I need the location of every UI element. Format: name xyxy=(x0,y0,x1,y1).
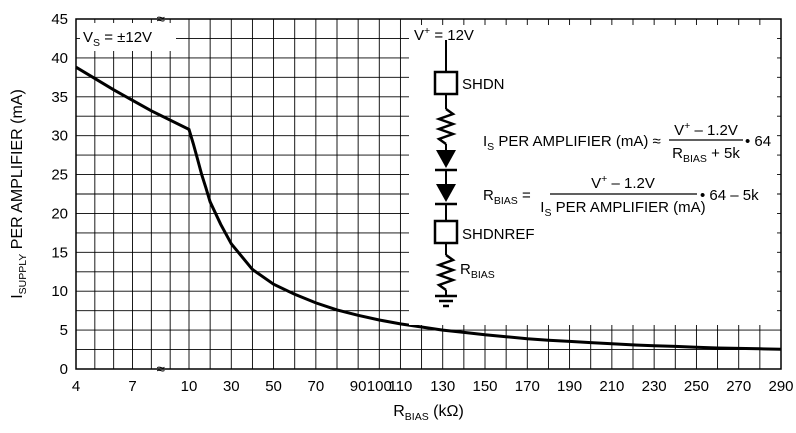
y-tick-label: 45 xyxy=(51,11,68,28)
x-tick-label: 230 xyxy=(642,378,667,395)
eq1-lhs: IS PER AMPLIFIER (mA) ≈ xyxy=(483,133,661,153)
supply-voltage-label: VS = ±12V xyxy=(83,29,152,49)
y-tick-label: 25 xyxy=(51,167,68,184)
diode-icon xyxy=(436,184,456,202)
bias-schematic-inset: V+ = 12V SHDN SHDNREF RBIAS IS PER AMPLI… xyxy=(409,25,777,325)
y-tick-label: 0 xyxy=(60,361,68,378)
supply-current-curve xyxy=(75,65,782,351)
x-tick-label: 50 xyxy=(265,378,282,395)
x-tick-label: 10 xyxy=(181,378,198,395)
supply-current-equation: IS PER AMPLIFIER (mA) ≈ V+ – 1.2V RBIAS … xyxy=(483,120,771,165)
vs-label-background xyxy=(80,23,176,51)
x-tick-label: 100 xyxy=(367,378,392,395)
diode-icon xyxy=(436,150,456,168)
x-tick-label: 4 xyxy=(72,378,80,395)
x-tick-label: 290 xyxy=(768,378,793,395)
resistor-icon xyxy=(435,253,457,292)
x-tick-label: 110 xyxy=(388,378,412,395)
axis-break-marks: ≈≈ xyxy=(154,11,167,378)
vplus-label: V+ = 12V xyxy=(414,25,474,44)
x-tick-label: 7 xyxy=(128,378,136,395)
x-tick-label: 150 xyxy=(472,378,497,395)
bias-schematic xyxy=(433,40,459,308)
eq2-multiplier: • 64 – 5k xyxy=(700,187,759,204)
y-tick-label: 40 xyxy=(51,50,68,67)
rbias-equation: RBIAS = V+ – 1.2V IS PER AMPLIFIER (mA) … xyxy=(483,173,759,219)
eq2-denominator: IS PER AMPLIFIER (mA) xyxy=(540,199,705,219)
y-tick-label: 35 xyxy=(51,89,68,106)
shdnref-pin-box xyxy=(433,219,459,245)
y-axis-label: ISUPPLY PER AMPLIFIER (mA) xyxy=(9,89,29,299)
y-tick-label: 20 xyxy=(51,205,68,222)
x-tick-label: 250 xyxy=(684,378,709,395)
x-tick-label: 210 xyxy=(599,378,624,395)
x-tick-label: 170 xyxy=(515,378,540,395)
y-tick-labels: 0 5 10 15 20 25 30 35 40 45 xyxy=(51,11,68,378)
shdn-pin-label: SHDN xyxy=(462,76,505,93)
shdn-pin-box xyxy=(433,70,459,96)
plot-frame xyxy=(75,18,782,370)
eq1-numerator: V+ – 1.2V xyxy=(674,120,738,139)
inset-background xyxy=(409,25,777,325)
y-tick-label: 30 xyxy=(51,128,68,145)
x-axis-label: RBIAS (kΩ) xyxy=(393,403,464,423)
x-tick-label: 130 xyxy=(430,378,455,395)
eq1-denominator: RBIAS + 5k xyxy=(672,145,740,165)
eq2-numerator: V+ – 1.2V xyxy=(591,173,655,192)
eq2-lhs: RBIAS = xyxy=(483,187,531,207)
x-tick-label: 30 xyxy=(223,378,240,395)
resistor-icon xyxy=(435,107,457,146)
x-tick-label: 270 xyxy=(726,378,751,395)
shdnref-pin-label: SHDNREF xyxy=(462,226,535,243)
x-tick-label: 190 xyxy=(557,378,582,395)
y-tick-label: 15 xyxy=(51,244,68,261)
y-tick-label: 10 xyxy=(51,283,68,300)
x-tick-labels: 4 7 10 30 50 70 90 110 130 150 170 190 210 230 250 270 2… xyxy=(72,378,794,395)
rbias-resistor-label: RBIAS xyxy=(460,261,495,281)
x-tick-label: 90 xyxy=(350,378,367,395)
eq1-multiplier: • 64 xyxy=(745,133,771,150)
x-tick-label: 70 xyxy=(308,378,325,395)
y-tick-label: 5 xyxy=(60,322,68,339)
